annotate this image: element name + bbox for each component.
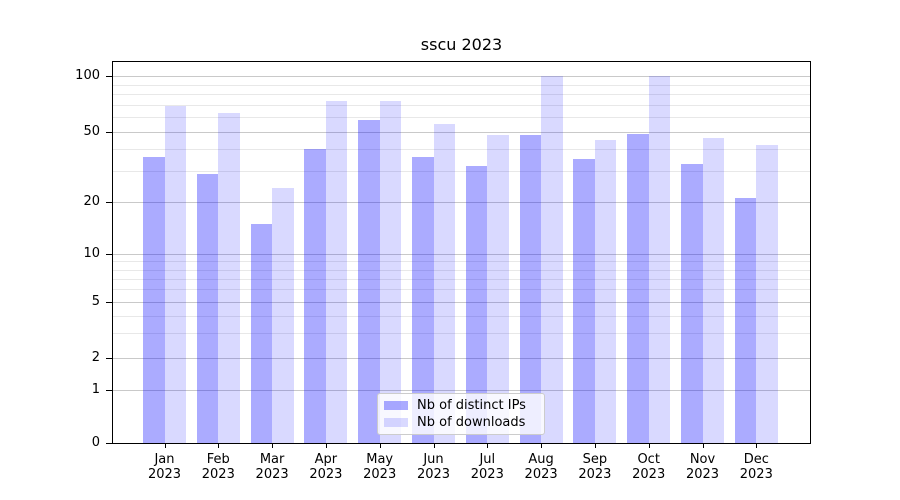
bar-downloads-may [379,101,402,443]
x-ticklabel-dec: Dec 2023 [739,452,773,482]
legend-swatch-distinct-ips [384,401,408,410]
x-ticklabel-jun: Jun 2023 [416,452,451,482]
bar-distinct-ips-aug [519,135,542,443]
x-ticklabel-jul: Jul 2023 [470,452,504,482]
x-tickmark [594,444,596,448]
gridline-minor [113,315,810,317]
x-tickmark [433,444,435,448]
x-tickmark [756,444,758,448]
gridline-major [113,132,810,133]
x-ticklabel-aug: Aug 2023 [524,452,558,482]
bar-distinct-ips-oct [627,133,649,443]
bar-downloads-sep [594,140,617,443]
gridline-minor [113,269,810,271]
bar-distinct-ips-sep [573,159,595,443]
bar-distinct-ips-may [358,120,380,443]
bar-distinct-ips-jul [465,166,488,443]
bar-downloads-jan [164,106,186,443]
bar-downloads-apr [325,101,348,443]
x-tickmark [702,444,704,448]
x-tickmark [164,444,166,448]
gridline-minor [113,117,810,119]
bar-distinct-ips-mar [250,223,273,443]
bar-downloads-jul [487,135,509,443]
gridline-minor [113,278,810,280]
bar-downloads-jun [433,124,455,443]
bar-distinct-ips-feb [196,173,219,443]
x-ticklabel-mar: Mar 2023 [255,452,289,482]
legend-item-distinct-ips: Nb of distinct IPs [384,398,538,413]
gridline-major [113,202,810,203]
x-ticklabel-nov: Nov 2023 [685,452,720,482]
x-tickmark [325,444,327,448]
gridline-minor [113,94,810,95]
x-tickmark [272,444,274,448]
gridline-major [113,302,810,303]
gridline-major [113,390,810,391]
x-ticklabel-sep: Sep 2023 [578,452,612,482]
y-ticklabel: 10 [83,246,100,261]
bar-distinct-ips-jun [412,157,434,443]
x-ticklabel-jan: Jan 2023 [147,452,182,482]
gridline-minor [113,289,810,291]
x-ticklabel-apr: Apr 2023 [309,452,343,482]
legend-item-downloads: Nb of downloads [384,415,538,430]
gridline-major [113,76,810,77]
x-tickmark [379,444,381,448]
x-tickmark [487,444,489,448]
gridline-minor [113,261,810,263]
legend-label-distinct-ips: Nb of distinct IPs [417,398,526,413]
bar-downloads-aug [541,76,563,443]
gridline-minor [113,104,810,106]
x-tickmark [648,444,650,448]
x-ticklabel-may: May 2023 [363,452,397,482]
x-ticklabel-feb: Feb 2023 [201,452,235,482]
y-ticklabel: 1 [91,382,100,397]
bar-downloads-feb [218,113,240,443]
gridline-major [113,254,810,255]
bar-distinct-ips-apr [304,149,326,443]
y-ticklabel: 2 [91,350,100,365]
legend-swatch-downloads [384,418,408,427]
bar-distinct-ips-nov [681,163,703,443]
gridline-minor [113,333,810,335]
x-ticklabel-oct: Oct 2023 [632,452,666,482]
chart-title: sscu 2023 [420,35,503,54]
bar-downloads-nov [702,138,724,443]
x-tickmark [218,444,220,448]
x-tickmark [541,444,543,448]
bar-downloads-mar [272,188,294,443]
y-ticklabel: 5 [91,294,100,309]
gridline-minor [113,171,810,172]
gridline-major [113,358,810,359]
y-ticklabel: 0 [91,435,100,450]
y-ticklabel: 100 [75,68,100,83]
bar-downloads-oct [648,76,671,443]
plot-area [112,61,811,444]
gridline-minor [113,84,810,86]
bar-distinct-ips-dec [734,198,757,443]
gridline-minor [113,149,810,150]
y-ticklabel: 20 [83,194,100,209]
legend: Nb of distinct IPs Nb of downloads [377,393,545,435]
bar-downloads-dec [756,145,778,443]
legend-label-downloads: Nb of downloads [417,415,526,430]
bar-distinct-ips-jan [143,157,165,443]
y-ticklabel: 50 [83,124,100,139]
